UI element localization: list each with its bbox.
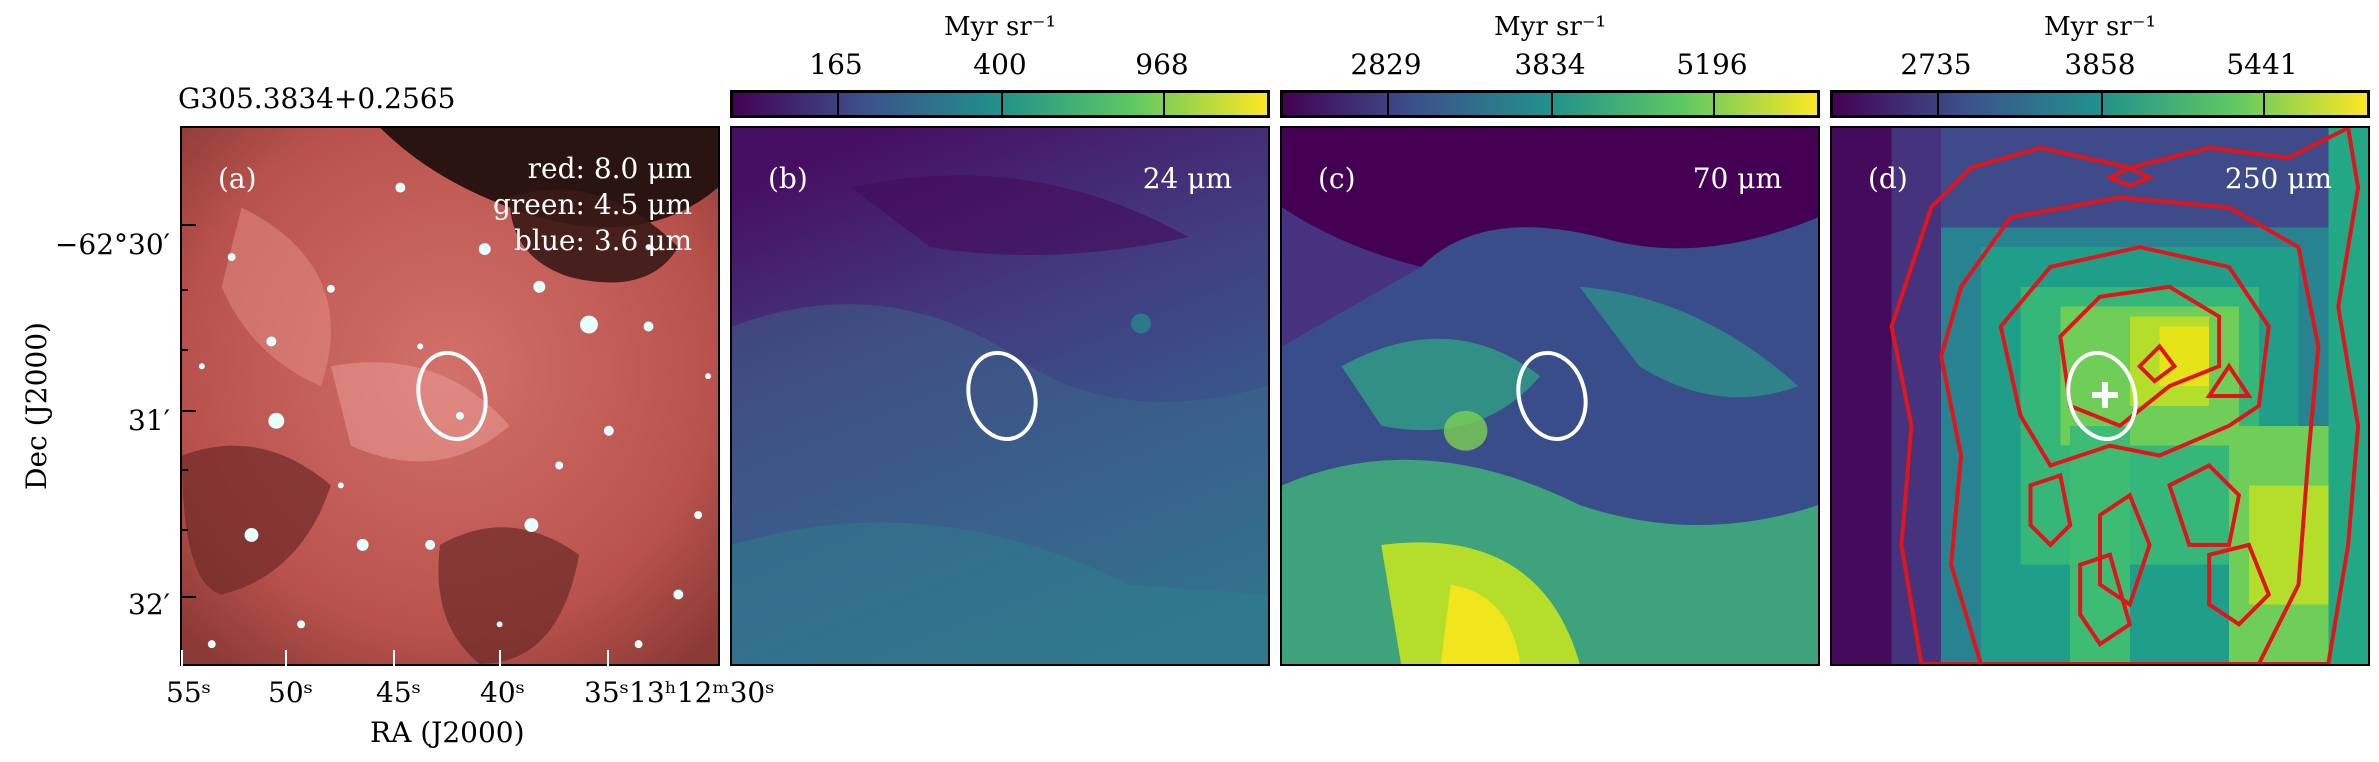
colorbar-tick: 5196: [1676, 48, 1748, 81]
x-axis-title: RA (J2000): [370, 716, 525, 749]
band-label: 70 μm: [1692, 162, 1782, 195]
x-tick-label: 35ˢ13ʰ12ᵐ30ˢ: [584, 676, 775, 709]
y-tick-label: 32′: [128, 588, 170, 621]
panel-a-rgb-image: (a) red: 8.0 μm green: 4.5 μm blue: 3.6 …: [180, 126, 720, 666]
colorbar-unit: Myr sr⁻¹: [1494, 12, 1606, 42]
panel-c-70um-image: (c) 70 μm: [1280, 126, 1820, 666]
band-label: 250 μm: [2224, 162, 2332, 195]
rgb-red-label: red: 8.0 μm: [527, 152, 692, 185]
x-tick-label: 40ˢ: [480, 676, 526, 709]
colorbar-unit: Myr sr⁻¹: [2044, 12, 2156, 42]
panel-b-24um-image: (b) 24 μm: [730, 126, 1270, 666]
panel-label: (a): [218, 162, 257, 195]
panel-label: (c): [1318, 162, 1356, 195]
colorbar-tick: 165: [809, 48, 863, 81]
x-tick-label: 50ˢ: [268, 676, 314, 709]
panel-label: (b): [768, 162, 808, 195]
panel-label: (d): [1868, 162, 1908, 195]
colorbar-c: [1280, 90, 1820, 118]
colorbar-tick: 2829: [1350, 48, 1422, 81]
colorbar-tick: 968: [1135, 48, 1189, 81]
colorbar-unit: Myr sr⁻¹: [944, 12, 1056, 42]
source-name: G305.3834+0.2565: [178, 82, 456, 115]
x-tick-label: 45ˢ: [376, 676, 422, 709]
y-tick-label: −62°30′: [54, 228, 170, 261]
colorbar-d: [1830, 90, 2370, 118]
y-tick-label: 31′: [128, 404, 170, 437]
colorbar-tick: 3834: [1514, 48, 1586, 81]
rgb-blue-label: blue: 3.6 μm: [514, 224, 692, 257]
colorbar-tick: 3858: [2064, 48, 2136, 81]
rgb-green-label: green: 4.5 μm: [493, 188, 692, 221]
colorbar-tick: 5441: [2226, 48, 2298, 81]
colorbar-tick: 2735: [1900, 48, 1972, 81]
band-label: 24 μm: [1142, 162, 1232, 195]
colorbar-tick: 400: [973, 48, 1027, 81]
panel-d-250um-image: (d) 250 μm: [1830, 126, 2370, 666]
colorbar-b: [730, 90, 1270, 118]
x-tick-label: 55ˢ: [166, 676, 212, 709]
